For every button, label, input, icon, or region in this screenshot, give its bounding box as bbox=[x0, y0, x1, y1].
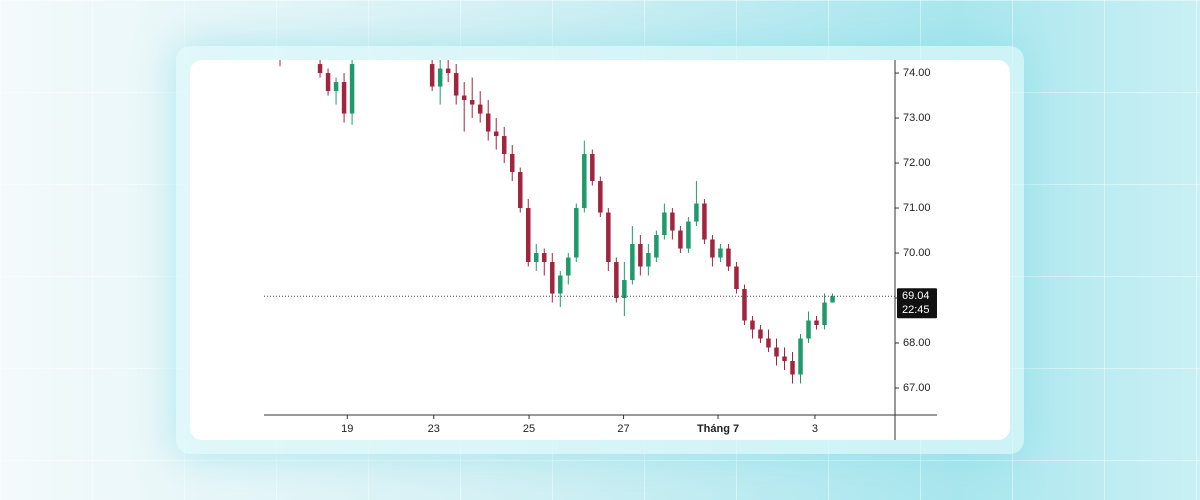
candle-body bbox=[534, 253, 539, 263]
candle-body bbox=[333, 82, 339, 92]
candle-body bbox=[662, 212, 667, 236]
candle-body bbox=[453, 73, 459, 96]
candle-body bbox=[542, 253, 547, 263]
candle-body bbox=[574, 208, 579, 258]
y-tick-label: 71.00 bbox=[903, 202, 931, 214]
candle-body bbox=[790, 361, 795, 375]
candle-body bbox=[710, 239, 715, 258]
candle-body bbox=[702, 203, 707, 240]
y-tick-label: 73.00 bbox=[903, 112, 931, 124]
candle-body bbox=[638, 244, 643, 267]
x-tick-label: 25 bbox=[523, 423, 535, 435]
x-tick-label: 27 bbox=[617, 423, 629, 435]
candle-body bbox=[349, 64, 355, 114]
candles bbox=[278, 55, 835, 384]
candle-body bbox=[598, 181, 603, 213]
countdown-label: 22:45 bbox=[902, 304, 930, 316]
candle-body bbox=[734, 266, 739, 290]
candle-body bbox=[774, 347, 779, 357]
chart-card bbox=[190, 60, 1010, 440]
x-tick-label: 23 bbox=[428, 423, 440, 435]
candle-body bbox=[798, 338, 803, 375]
candle-body bbox=[614, 262, 619, 299]
candle-body bbox=[750, 320, 755, 330]
candle-body bbox=[694, 203, 699, 222]
candle-body bbox=[630, 244, 635, 281]
candle-body bbox=[485, 113, 491, 132]
candle-body bbox=[822, 302, 827, 326]
candle-body bbox=[550, 262, 555, 294]
candle-body bbox=[766, 338, 771, 348]
candle-body bbox=[742, 289, 747, 321]
candle-body bbox=[678, 230, 683, 249]
candle-body bbox=[670, 212, 675, 231]
candle-body bbox=[493, 131, 499, 137]
y-tick-label: 67.00 bbox=[903, 382, 931, 394]
candle-body bbox=[278, 55, 283, 59]
last-price-box bbox=[897, 288, 937, 319]
candle-body bbox=[566, 257, 571, 276]
candle-body bbox=[501, 136, 507, 155]
candle-body bbox=[814, 320, 819, 326]
candle-body bbox=[758, 329, 763, 339]
candle-body bbox=[782, 356, 787, 362]
candle-body bbox=[526, 208, 531, 263]
candle-body bbox=[325, 73, 331, 92]
candle-body bbox=[509, 154, 515, 173]
candle-body bbox=[590, 154, 595, 182]
candle-body bbox=[830, 296, 835, 303]
candle-body bbox=[582, 154, 587, 209]
candle-body bbox=[461, 95, 467, 101]
candle-body bbox=[806, 320, 811, 339]
candle-body bbox=[654, 235, 659, 258]
candle-body bbox=[718, 248, 723, 258]
y-tick-label: 68.00 bbox=[903, 337, 931, 349]
candle-body bbox=[622, 280, 627, 299]
candle-body bbox=[317, 64, 323, 74]
candle-body bbox=[445, 68, 451, 74]
candle-body bbox=[437, 68, 443, 87]
y-tick-label: 70.00 bbox=[903, 247, 931, 259]
candle-body bbox=[517, 172, 523, 209]
x-tick-label: Tháng 7 bbox=[697, 423, 739, 435]
candle-body bbox=[558, 275, 563, 294]
last-price-label: 69.04 bbox=[902, 290, 930, 302]
candle-body bbox=[429, 64, 435, 87]
x-tick-label: 3 bbox=[812, 423, 818, 435]
candle-body bbox=[477, 104, 483, 114]
candle-body bbox=[606, 212, 611, 263]
candle-body bbox=[341, 82, 347, 114]
candle-body bbox=[646, 253, 651, 267]
x-tick-label: 19 bbox=[341, 423, 353, 435]
candle-body bbox=[726, 248, 731, 267]
candle-body bbox=[469, 100, 475, 105]
y-tick-label: 72.00 bbox=[903, 157, 931, 169]
y-tick-label: 74.00 bbox=[903, 67, 931, 79]
candle-body bbox=[686, 221, 691, 249]
